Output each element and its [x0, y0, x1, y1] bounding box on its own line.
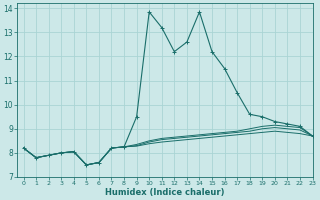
X-axis label: Humidex (Indice chaleur): Humidex (Indice chaleur)	[105, 188, 225, 197]
